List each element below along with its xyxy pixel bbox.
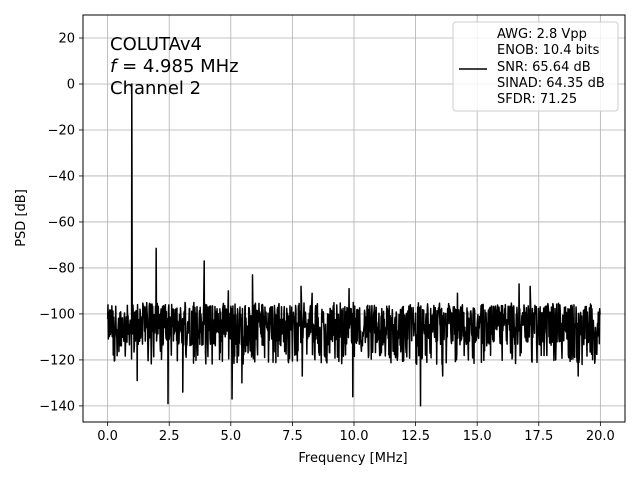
- x-axis-label: Frequency [MHz]: [298, 451, 407, 466]
- y-axis-label: PSD [dB]: [14, 189, 29, 247]
- psd-series-line: [106, 83, 601, 407]
- annotation-frequency: f = 4.985 MHz: [110, 56, 239, 77]
- legend-snr: SNR: 65.64 dB: [497, 60, 591, 75]
- annotation-frequency-symbol: f: [110, 56, 119, 77]
- y-tick-label: −80: [48, 261, 75, 276]
- y-tick-label: −20: [48, 123, 75, 138]
- legend-sinad: SINAD: 64.35 dB: [497, 76, 605, 91]
- y-tick-label: −100: [39, 307, 75, 322]
- annotation-frequency-value: = 4.985 MHz: [116, 56, 238, 77]
- annotation-device: COLUTAv4: [110, 34, 202, 55]
- legend-enob: ENOB: 10.4 bits: [497, 43, 600, 58]
- legend-box: [452, 21, 619, 112]
- y-tick-label: 20: [58, 31, 75, 46]
- x-tick-label: 5.0: [220, 429, 241, 444]
- y-tick-label: −60: [48, 215, 75, 230]
- y-axis-ticks: −140 −120 −100 −80 −60 −40 −20 0 20: [39, 31, 83, 414]
- annotation: COLUTAv4 f = 4.985 MHz Channel 2: [110, 34, 239, 99]
- annotation-channel: Channel 2: [110, 78, 201, 99]
- y-tick-label: −140: [39, 399, 75, 414]
- y-tick-label: 0: [67, 77, 75, 92]
- legend-sfdr: SFDR: 71.25: [497, 92, 577, 107]
- x-tick-label: 15.0: [463, 429, 492, 444]
- y-tick-label: −40: [48, 169, 75, 184]
- x-axis-ticks: 0.0 2.5 5.0 7.5 10.0 12.5 15.0 17.5 20.0: [97, 422, 615, 444]
- legend: AWG: 2.8 Vpp ENOB: 10.4 bits SNR: 65.64 …: [452, 21, 619, 112]
- x-tick-label: 0.0: [97, 429, 118, 444]
- x-tick-label: 20.0: [586, 429, 615, 444]
- psd-series: [106, 83, 601, 407]
- x-tick-label: 17.5: [524, 429, 553, 444]
- x-tick-label: 7.5: [282, 429, 303, 444]
- x-tick-label: 2.5: [159, 429, 180, 444]
- y-tick-label: −120: [39, 353, 75, 368]
- legend-awg: AWG: 2.8 Vpp: [497, 27, 587, 42]
- x-tick-label: 12.5: [401, 429, 430, 444]
- x-tick-label: 10.0: [340, 429, 369, 444]
